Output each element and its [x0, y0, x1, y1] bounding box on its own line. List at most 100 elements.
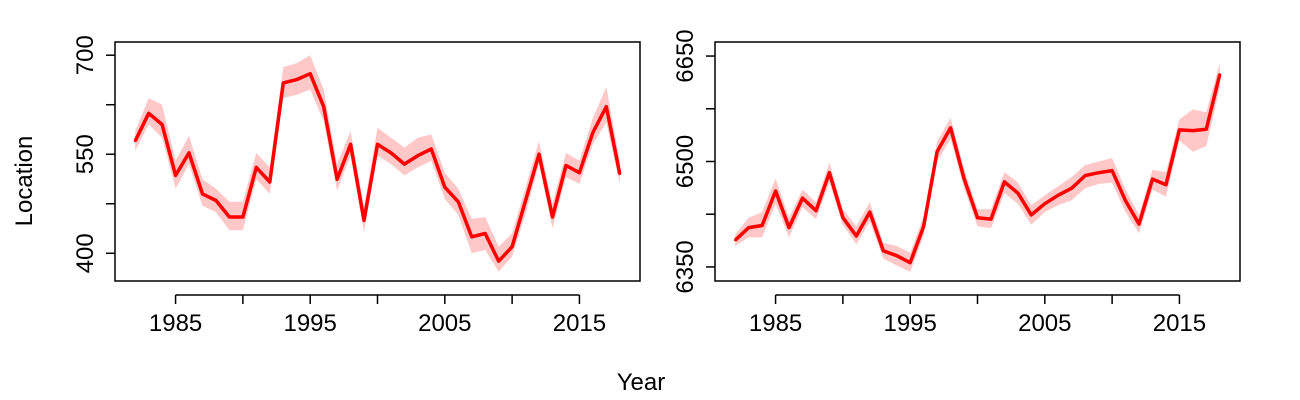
x-axis-2: 1985 1995 2005 2015 [749, 294, 1206, 337]
data-point [1110, 169, 1114, 172]
x-tick-label: 2015 [553, 310, 606, 337]
series-line [734, 73, 1222, 265]
data-point [147, 112, 150, 115]
data-point [403, 162, 406, 166]
data-point [841, 216, 845, 219]
data-point [241, 215, 245, 219]
chart-panel-1: 1985 1995 2005 2015 400 550 700 [72, 35, 641, 337]
data-point [228, 215, 231, 219]
data-point [1097, 171, 1100, 174]
x-tick-label: 2005 [1018, 310, 1071, 337]
chart-panel-2: 1985 1995 2005 2015 6350 6500 6650 [672, 29, 1241, 337]
data-point [578, 171, 581, 174]
data-point [174, 174, 177, 177]
data-point [1124, 199, 1127, 203]
data-point [214, 199, 218, 202]
data-point [949, 126, 952, 129]
data-point [322, 105, 325, 108]
data-point [618, 172, 621, 176]
x-tick-label: 2005 [418, 310, 471, 337]
data-point [1164, 183, 1168, 186]
data-point [1003, 180, 1006, 184]
data-point [1084, 174, 1087, 177]
series-line [133, 71, 622, 263]
data-point [134, 139, 137, 143]
x-tick-label: 1995 [883, 310, 936, 337]
data-point [160, 123, 164, 126]
data-point [922, 225, 925, 228]
y-axis-2: 6350 6500 6650 [672, 29, 715, 294]
data-point [362, 219, 366, 222]
data-point [1205, 128, 1208, 131]
data-point [295, 78, 298, 81]
data-point [1178, 128, 1181, 132]
x-tick-label: 2015 [1153, 310, 1206, 337]
data-point [537, 153, 541, 156]
x-tick-label: 1985 [149, 310, 202, 337]
data-point [1218, 73, 1222, 76]
confidence-band-area [135, 55, 620, 272]
data-point [1030, 213, 1033, 217]
data-point [895, 254, 898, 257]
y-axis-title: Location [11, 136, 38, 227]
data-point [787, 226, 791, 229]
data-point [976, 216, 979, 219]
series-line-1 [133, 71, 622, 263]
y-tick-label: 6650 [672, 29, 699, 82]
data-point [868, 210, 871, 214]
data-point [1191, 129, 1195, 132]
data-point [1070, 187, 1073, 190]
data-point [497, 260, 500, 263]
x-tick-label: 1995 [283, 310, 336, 337]
data-point [443, 186, 446, 189]
data-point [801, 196, 804, 200]
data-point [591, 131, 595, 134]
data-point [282, 81, 285, 85]
data-point [747, 226, 750, 229]
data-point [1043, 202, 1047, 205]
data-point [814, 209, 818, 212]
x-tick-label: 1985 [749, 310, 802, 337]
data-point [1057, 194, 1060, 197]
data-point [962, 177, 966, 180]
data-point [470, 235, 473, 238]
data-point [564, 164, 568, 167]
data-point [376, 143, 379, 146]
data-point [760, 224, 764, 227]
data-point [268, 180, 271, 184]
data-point [389, 151, 393, 155]
y-tick-label: 6350 [672, 240, 699, 293]
data-point [1151, 177, 1154, 181]
data-point [457, 200, 460, 203]
data-point [430, 147, 433, 151]
data-point [416, 154, 420, 157]
data-point [774, 189, 777, 193]
data-point [855, 234, 858, 238]
data-point [551, 215, 554, 219]
data-point [828, 171, 831, 174]
data-point [605, 105, 608, 108]
x-axis-title: Year [617, 369, 666, 396]
data-point [989, 217, 993, 221]
y-tick-label: 550 [72, 134, 99, 174]
y-tick-label: 6500 [672, 135, 699, 188]
data-point [935, 150, 939, 153]
x-axis-1: 1985 1995 2005 2015 [149, 294, 606, 337]
data-point [1137, 222, 1141, 226]
data-point [255, 166, 258, 169]
data-point [909, 261, 912, 264]
data-point [882, 249, 885, 252]
data-point [309, 72, 312, 75]
data-point [349, 143, 352, 146]
confidence-band-1 [135, 55, 620, 272]
series-line-2 [734, 73, 1222, 265]
data-point [510, 245, 514, 248]
confidence-band-area [735, 63, 1220, 272]
y-axis-1: 400 550 700 [72, 35, 115, 273]
data-point [484, 232, 487, 235]
data-point [524, 199, 527, 202]
data-point [335, 178, 339, 181]
y-tick-label: 700 [72, 35, 99, 75]
confidence-band-2 [735, 63, 1220, 272]
